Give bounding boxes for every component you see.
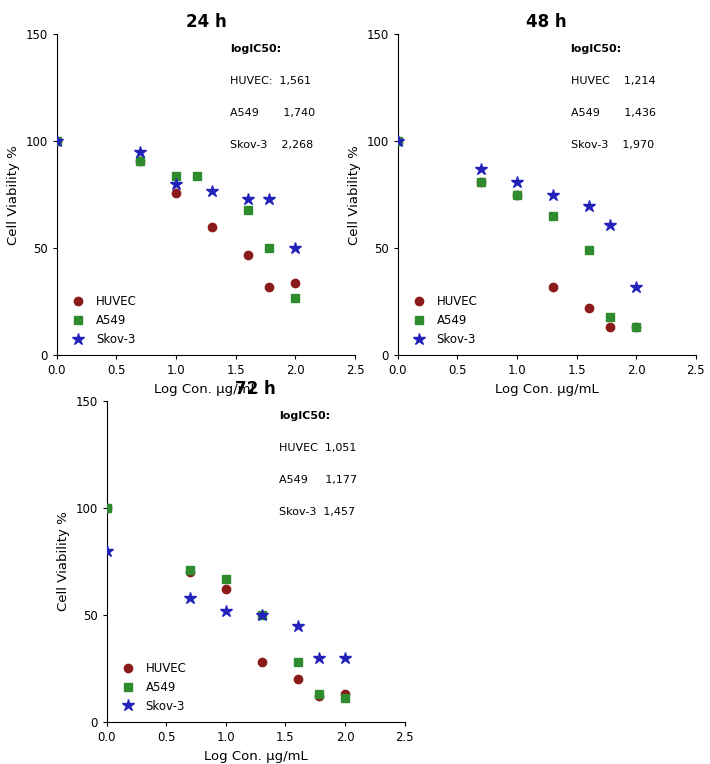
Text: Skov-3    2,268: Skov-3 2,268 [230,141,313,151]
Text: Skov-3    1,970: Skov-3 1,970 [571,141,654,151]
Text: logIC50:: logIC50: [571,44,622,54]
X-axis label: Log Con. μg/mL: Log Con. μg/mL [204,749,307,762]
Text: A549     1,177: A549 1,177 [280,475,358,485]
Text: HUVEC:  1,561: HUVEC: 1,561 [230,76,311,86]
Text: logIC50:: logIC50: [280,411,331,421]
Text: logIC50:: logIC50: [230,44,281,54]
Y-axis label: Cell Viability %: Cell Viability % [348,145,361,244]
Title: 24 h: 24 h [185,14,226,31]
Y-axis label: Cell Viability %: Cell Viability % [57,512,70,611]
Legend: HUVEC, A549, Skov-3: HUVEC, A549, Skov-3 [403,292,481,349]
Title: 48 h: 48 h [526,14,567,31]
Text: HUVEC    1,214: HUVEC 1,214 [571,76,655,86]
X-axis label: Log Con. μg/mL: Log Con. μg/mL [495,383,599,396]
Text: A549       1,436: A549 1,436 [571,108,655,118]
Y-axis label: Cell Viability %: Cell Viability % [7,145,20,244]
X-axis label: Log Con. μg/mL: Log Con. μg/mL [154,383,258,396]
Text: Skov-3  1,457: Skov-3 1,457 [280,507,356,517]
Legend: HUVEC, A549, Skov-3: HUVEC, A549, Skov-3 [112,659,190,716]
Text: A549       1,740: A549 1,740 [230,108,315,118]
Legend: HUVEC, A549, Skov-3: HUVEC, A549, Skov-3 [62,292,140,349]
Text: HUVEC  1,051: HUVEC 1,051 [280,443,357,453]
Title: 72 h: 72 h [235,380,276,398]
